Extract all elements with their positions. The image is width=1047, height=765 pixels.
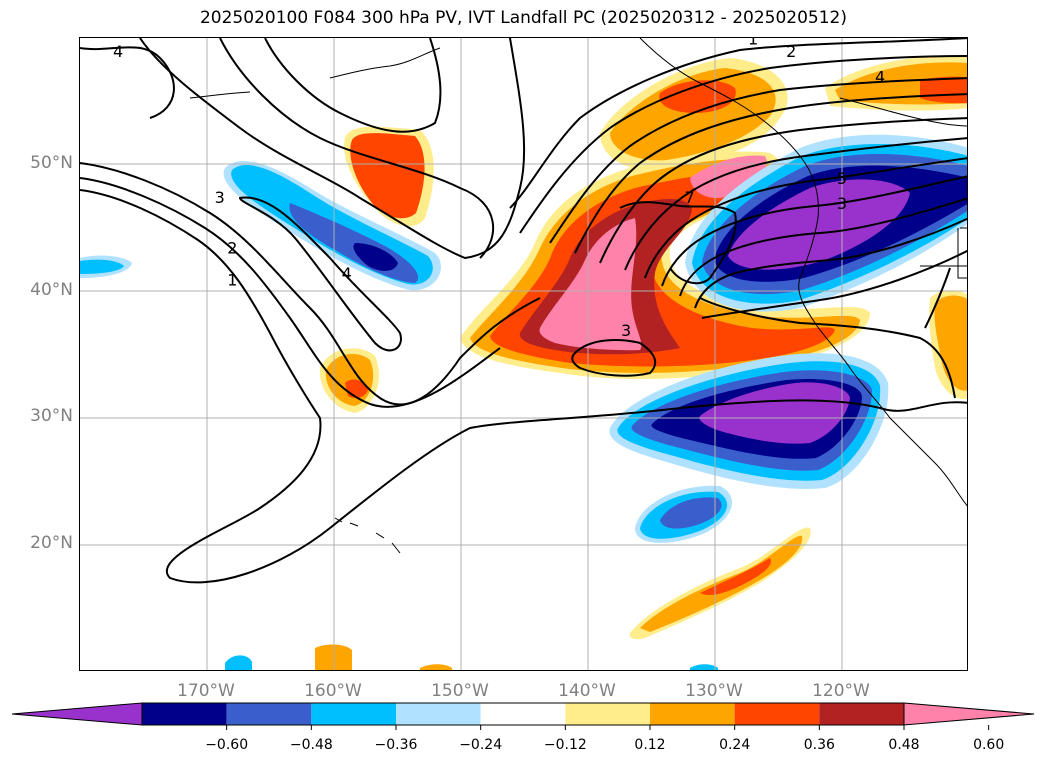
pv-contours — [80, 38, 967, 584]
shaded-fields — [80, 55, 967, 670]
contour-label: 7 — [685, 188, 695, 207]
colorbar-segment — [480, 703, 566, 725]
colorbar-tick-label: 0.48 — [888, 737, 920, 753]
contour-label: 4 — [113, 42, 123, 61]
colorbar-tick-label: −0.60 — [205, 737, 249, 753]
contour-label: 3 — [215, 188, 225, 207]
longitude-label: 160°W — [304, 681, 362, 701]
colorbar-right-arrow — [903, 702, 1035, 726]
longitude-label: 170°W — [177, 681, 235, 701]
latitude-label: 20°N — [30, 533, 73, 554]
colorbar-tick-label: 0.60 — [973, 737, 1005, 753]
contour-label: 1 — [227, 270, 237, 289]
colorbar-tick-label: −0.48 — [289, 737, 333, 753]
colorbar — [11, 702, 1035, 730]
map-canvas: 4 1 2 4 5 3 7 3 2 1 4 3 — [80, 38, 967, 670]
contour-label: 5 — [837, 169, 847, 188]
colorbar-outline — [141, 702, 905, 726]
contour-label: 3 — [621, 321, 631, 340]
colorbar-tick-label: 0.24 — [719, 737, 751, 753]
colorbar-segment — [311, 703, 396, 725]
contour-label: 3 — [837, 194, 847, 213]
latitude-label: 50°N — [30, 152, 73, 173]
colorbar-tick-label: −0.12 — [543, 737, 587, 753]
longitude-label: 130°W — [685, 681, 743, 701]
colorbar-left-arrow — [11, 702, 143, 726]
latitude-label: 30°N — [30, 406, 73, 427]
colorbar-tick-label: 0.36 — [803, 737, 835, 753]
contour-label: 2 — [786, 42, 796, 61]
contour-label: 4 — [342, 264, 352, 283]
contour-labels: 4 1 2 4 5 3 7 3 2 1 4 3 — [113, 38, 885, 340]
coastlines — [189, 38, 967, 554]
longitude-label: 150°W — [431, 681, 489, 701]
contour-label: 4 — [875, 67, 885, 86]
colorbar-segment — [565, 703, 650, 725]
contour-label: 2 — [227, 239, 237, 258]
longitude-label: 140°W — [558, 681, 616, 701]
colorbar-segment — [142, 703, 227, 725]
map-title: 2025020100 F084 300 hPa PV, IVT Landfall… — [199, 8, 847, 28]
colorbar-segment — [396, 703, 481, 725]
latitude-label: 40°N — [30, 279, 73, 300]
colorbar-tick-label: −0.24 — [459, 737, 503, 753]
contour-label: 1 — [748, 38, 758, 48]
colorbar-tick-label: −0.36 — [374, 737, 418, 753]
colorbar-tick-label: 0.12 — [634, 737, 666, 753]
colorbar-segment — [650, 703, 735, 725]
longitude-label: 120°W — [812, 681, 870, 701]
map-panel: 4 1 2 4 5 3 7 3 2 1 4 3 — [79, 37, 968, 671]
colorbar-segment — [734, 703, 820, 725]
colorbar-segment — [819, 703, 904, 725]
colorbar-segment — [226, 703, 312, 725]
